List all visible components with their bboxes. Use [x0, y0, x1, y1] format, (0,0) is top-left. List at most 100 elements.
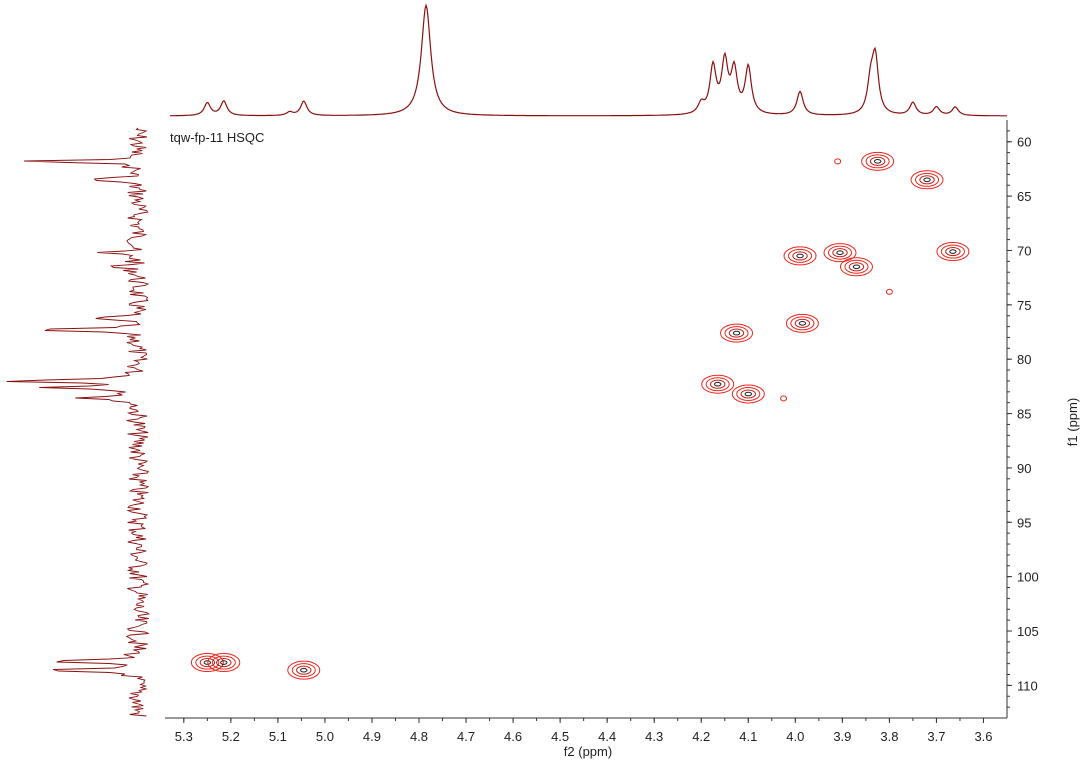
contour: [199, 657, 216, 668]
y-tick-label: 75: [1017, 298, 1031, 313]
contour: [915, 172, 940, 187]
x-tick-label: 3.9: [833, 729, 851, 744]
y-axis-ticks: 60 65 70 75 80 85 90 95 100 105 110: [1007, 130, 1039, 708]
x-tick-label: 4.5: [551, 729, 569, 744]
cross-peak: [731, 384, 765, 404]
spectrum-label: tqw-fp-11 HSQC: [170, 130, 264, 145]
contour: [790, 316, 815, 331]
contour: [203, 660, 212, 665]
contour: [195, 655, 220, 670]
contour: [852, 264, 861, 270]
contour: [720, 323, 754, 343]
cross-peak: [785, 313, 819, 333]
contour: [836, 250, 844, 255]
contour: [949, 249, 957, 254]
contour: [785, 313, 819, 333]
contour: [823, 243, 857, 263]
cross-peak: [780, 395, 788, 402]
contour: [834, 158, 842, 165]
y-tick-label: 70: [1017, 243, 1031, 258]
f2-projection-spectrum: [170, 3, 1007, 117]
contour: [728, 328, 745, 338]
cross-peak: [861, 151, 895, 171]
contour: [780, 395, 788, 402]
cross-peak: [936, 242, 970, 262]
contour: [788, 248, 813, 263]
y-tick-label: 80: [1017, 352, 1031, 367]
contour: [740, 389, 756, 399]
contour: [211, 655, 236, 670]
y-tick-label: 85: [1017, 407, 1031, 422]
y-tick-label: 105: [1017, 624, 1039, 639]
contour: [710, 379, 726, 389]
contour: [936, 242, 970, 262]
x-tick-label: 5.0: [316, 729, 334, 744]
x-tick-label: 3.8: [880, 729, 898, 744]
contour: [744, 391, 752, 397]
plot-frame: [165, 120, 1008, 719]
y-tick-label: 95: [1017, 515, 1031, 530]
contour: [220, 660, 228, 665]
x-tick-label: 4.8: [410, 729, 428, 744]
cross-peak: [287, 660, 321, 680]
cross-peaks: [190, 151, 970, 680]
contour: [190, 653, 224, 673]
x-tick-label: 4.9: [363, 729, 381, 744]
contour: [216, 657, 232, 668]
contour: [798, 321, 807, 326]
f2-trace: [170, 3, 1007, 117]
contour: [794, 318, 811, 328]
contour: [714, 381, 722, 387]
y-tick-label: 110: [1017, 678, 1038, 693]
x-tick-label: 5.1: [269, 729, 287, 744]
contour: [940, 244, 965, 259]
contour: [923, 177, 931, 183]
y-tick-label: 100: [1017, 570, 1039, 585]
cross-peak: [701, 374, 735, 394]
contour: [844, 259, 869, 274]
contour: [827, 245, 853, 260]
y-tick-label: 90: [1017, 461, 1031, 476]
cross-peak: [834, 158, 842, 165]
x-axis-title: f2 (ppm): [564, 744, 612, 759]
cross-peak: [783, 246, 817, 266]
x-tick-label: 4.3: [645, 729, 663, 744]
y-tick-label: 60: [1017, 135, 1031, 150]
contour: [724, 326, 749, 341]
contour: [861, 151, 895, 171]
contour: [869, 156, 886, 166]
contour: [287, 660, 321, 680]
x-tick-label: 4.2: [692, 729, 710, 744]
contour: [910, 170, 944, 190]
contour: [848, 262, 865, 272]
contour: [731, 384, 765, 404]
y-tick-label: 65: [1017, 189, 1031, 204]
contour: [796, 253, 804, 259]
x-tick-label: 4.0: [786, 729, 804, 744]
cross-peak: [910, 170, 944, 190]
cross-peak: [885, 288, 893, 295]
contour: [732, 330, 741, 336]
cross-peak: [823, 243, 857, 263]
contour: [291, 663, 316, 678]
contour: [783, 246, 817, 266]
x-tick-label: 5.3: [175, 729, 193, 744]
y-axis-title: f1 (ppm): [1065, 398, 1080, 446]
f1-trace: [6, 127, 150, 717]
contour: [885, 288, 893, 295]
x-tick-label: 4.1: [739, 729, 757, 744]
contour: [296, 665, 312, 675]
contour: [736, 387, 761, 401]
contour: [792, 251, 808, 261]
contour: [701, 374, 735, 394]
contour: [865, 154, 890, 169]
cross-peak: [839, 257, 873, 277]
x-tick-label: 3.6: [974, 729, 992, 744]
f1-projection-spectrum: [6, 127, 150, 717]
x-tick-label: 4.6: [504, 729, 522, 744]
x-tick-label: 4.4: [598, 729, 616, 744]
contour: [832, 248, 848, 258]
contour: [919, 175, 935, 185]
x-axis-ticks: 5.3 5.2 5.1 5.0 4.9 4.8 4.7 4.6 4.5 4.4 4.3 4.2 4.1 4…: [175, 718, 993, 744]
